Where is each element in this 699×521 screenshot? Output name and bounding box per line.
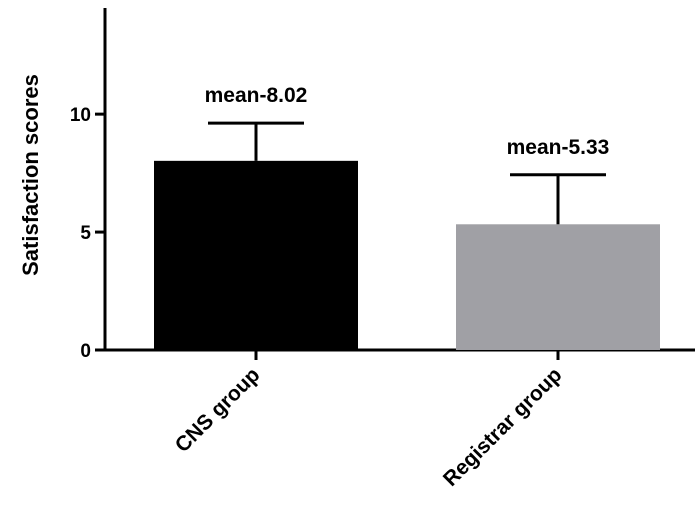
x-tick-label: CNS group (171, 363, 265, 457)
data-label: mean-8.02 (205, 84, 308, 107)
y-tick-label: 5 (80, 223, 91, 244)
y-tick-label: 10 (70, 105, 91, 126)
y-axis-title: Satisfaction scores (18, 74, 43, 276)
data-label: mean-5.33 (507, 136, 610, 159)
bar (456, 224, 660, 350)
bar (154, 160, 358, 350)
bars (154, 121, 660, 350)
y-tick-label: 0 (80, 341, 91, 362)
x-tick-label: Registrar group (439, 363, 567, 491)
